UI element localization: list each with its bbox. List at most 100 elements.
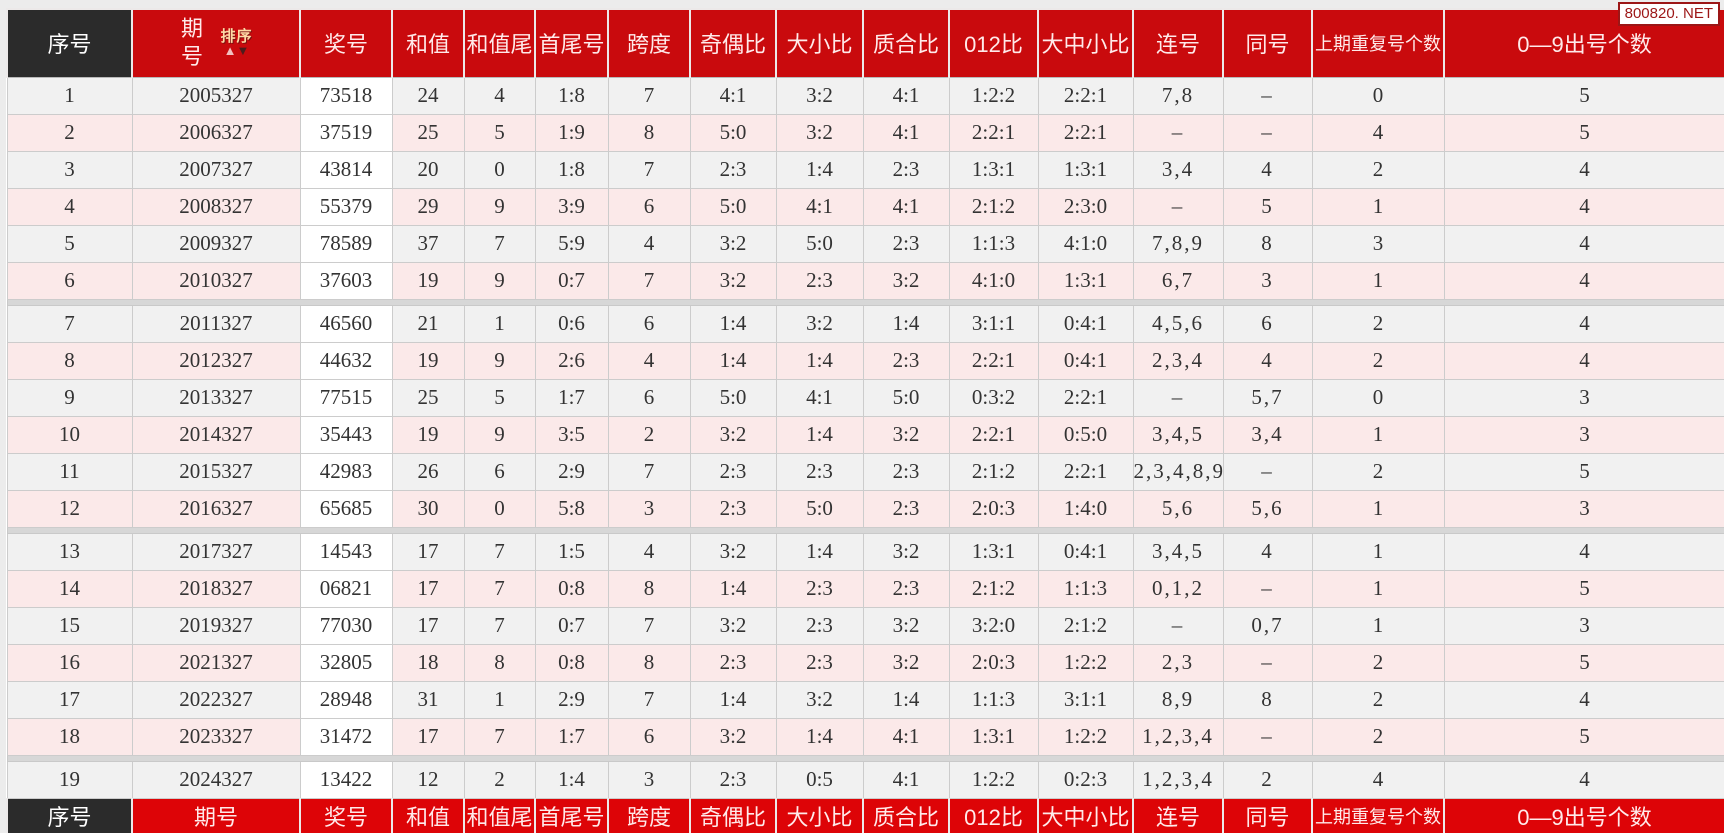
cell-hezhi: 31 xyxy=(391,680,465,719)
cell-qihao: 2019327 xyxy=(131,606,301,645)
cell-hezhiwei: 5 xyxy=(463,378,536,417)
cell-shangqichongfu: 2 xyxy=(1311,304,1445,343)
cell-jioubi: 3:2 xyxy=(689,224,777,263)
cell-jioubi: 4:1 xyxy=(689,76,777,115)
footer-zhihebi: 质合比 xyxy=(862,797,950,833)
cell-jianghao: 73518 xyxy=(299,76,393,115)
footer-jianghao: 奖号 xyxy=(299,797,393,833)
cell-bi012: 2:1:2 xyxy=(948,187,1039,226)
cell-shangqichongfu: 4 xyxy=(1311,113,1445,152)
cell-daxiaobi: 4:1 xyxy=(775,187,864,226)
cell-lianhao: 8,9 xyxy=(1132,680,1224,719)
cell-zhihebi: 2:3 xyxy=(862,569,950,608)
cell-tonghao: 5,6 xyxy=(1222,489,1313,528)
header-hezhiwei: 和值尾 xyxy=(463,8,536,78)
table-row: 1 2005327 73518 24 4 1:8 7 4:1 3:2 4:1 1:2:2 2:2:1 7… xyxy=(6,76,1724,115)
cell-shangqichongfu: 2 xyxy=(1311,643,1445,682)
table-row: 11 2015327 42983 26 6 2:9 7 2:3 2:3 2:3 2:1:2 2:2:1… xyxy=(6,452,1724,491)
cell-tonghao: 5 xyxy=(1222,187,1313,226)
sort-asc-icon[interactable]: ▲ xyxy=(223,42,237,58)
cell-hezhi: 21 xyxy=(391,304,465,343)
cell-shangqichongfu: 0 xyxy=(1311,378,1445,417)
cell-tonghao: 3,4 xyxy=(1222,415,1313,454)
cell-hezhiwei: 7 xyxy=(463,606,536,645)
header-shouweihao: 首尾号 xyxy=(534,8,609,78)
cell-daxiaobi: 1:4 xyxy=(775,532,864,571)
cell-jioubi: 3:2 xyxy=(689,532,777,571)
cell-dazhongxiaobi: 0:4:1 xyxy=(1037,304,1134,343)
table-row: 13 2017327 14543 17 7 1:5 4 3:2 1:4 3:2 1:3:1 0:4:1… xyxy=(6,532,1724,571)
cell-xuhao: 13 xyxy=(6,532,133,571)
cell-lianhao: 2,3 xyxy=(1132,643,1224,682)
cell-lianhao: 7,8 xyxy=(1132,76,1224,115)
cell-shangqichongfu: 2 xyxy=(1311,680,1445,719)
cell-dazhongxiaobi: 3:1:1 xyxy=(1037,680,1134,719)
cell-daxiaobi: 3:2 xyxy=(775,113,864,152)
cell-jianghao: 35443 xyxy=(299,415,393,454)
cell-bi012: 1:3:1 xyxy=(948,717,1039,756)
cell-shangqichongfu: 1 xyxy=(1311,606,1445,645)
cell-chuhaogeshu: 5 xyxy=(1443,113,1724,152)
footer-jioubi: 奇偶比 xyxy=(689,797,777,833)
cell-shouweihao: 0:7 xyxy=(534,261,609,300)
sort-label: 排序 xyxy=(220,27,253,45)
cell-hezhi: 19 xyxy=(391,341,465,380)
cell-hezhi: 20 xyxy=(391,150,465,189)
cell-chuhaogeshu: 3 xyxy=(1443,415,1724,454)
cell-jioubi: 3:2 xyxy=(689,606,777,645)
cell-jioubi: 2:3 xyxy=(689,150,777,189)
cell-kuadu: 7 xyxy=(607,606,691,645)
cell-zhihebi: 4:1 xyxy=(862,187,950,226)
cell-chuhaogeshu: 3 xyxy=(1443,489,1724,528)
cell-lianhao: 7,8,9 xyxy=(1132,224,1224,263)
cell-qihao: 2007327 xyxy=(131,150,301,189)
cell-jioubi: 5:0 xyxy=(689,378,777,417)
cell-jianghao: 42983 xyxy=(299,452,393,491)
cell-lianhao: 3,4 xyxy=(1132,150,1224,189)
table-row: 12 2016327 65685 30 0 5:8 3 2:3 5:0 2:3 2:0:3 1:4:0… xyxy=(6,489,1724,528)
cell-hezhiwei: 9 xyxy=(463,187,536,226)
cell-zhihebi: 3:2 xyxy=(862,532,950,571)
cell-lianhao: – xyxy=(1132,606,1224,645)
sort-desc-icon[interactable]: ▼ xyxy=(236,42,250,58)
cell-hezhiwei: 4 xyxy=(463,76,536,115)
cell-shouweihao: 1:7 xyxy=(534,378,609,417)
header-kuadu: 跨度 xyxy=(607,8,691,78)
header-zhihebi: 质合比 xyxy=(862,8,950,78)
cell-qihao: 2014327 xyxy=(131,415,301,454)
cell-shangqichongfu: 2 xyxy=(1311,717,1445,756)
sort-control[interactable]: 排序 ▲▼ xyxy=(220,27,253,58)
cell-kuadu: 7 xyxy=(607,76,691,115)
cell-tonghao: – xyxy=(1222,569,1313,608)
cell-jianghao: 28948 xyxy=(299,680,393,719)
cell-chuhaogeshu: 5 xyxy=(1443,569,1724,608)
cell-hezhiwei: 7 xyxy=(463,532,536,571)
cell-tonghao: 4 xyxy=(1222,341,1313,380)
cell-jioubi: 5:0 xyxy=(689,187,777,226)
cell-chuhaogeshu: 4 xyxy=(1443,532,1724,571)
table-row: 2 2006327 37519 25 5 1:9 8 5:0 3:2 4:1 2:2:1 2:2:1–… xyxy=(6,113,1724,152)
cell-lianhao: 2,3,4,8,9 xyxy=(1132,452,1224,491)
footer-xuhao: 序号 xyxy=(6,797,133,833)
cell-bi012: 4:1:0 xyxy=(948,261,1039,300)
cell-hezhiwei: 9 xyxy=(463,341,536,380)
footer-dazhongxiaobi: 大中小比 xyxy=(1037,797,1134,833)
cell-bi012: 1:2:2 xyxy=(948,760,1039,799)
cell-shouweihao: 0:6 xyxy=(534,304,609,343)
footer-bi012: 012比 xyxy=(948,797,1039,833)
table-body: 1 2005327 73518 24 4 1:8 7 4:1 3:2 4:1 1:2:2 2:2:1 7… xyxy=(6,76,1724,799)
cell-zhihebi: 2:3 xyxy=(862,489,950,528)
cell-hezhi: 18 xyxy=(391,643,465,682)
footer-daxiaobi: 大小比 xyxy=(775,797,864,833)
cell-qihao: 2021327 xyxy=(131,643,301,682)
cell-chuhaogeshu: 3 xyxy=(1443,378,1724,417)
cell-xuhao: 12 xyxy=(6,489,133,528)
cell-qihao: 2008327 xyxy=(131,187,301,226)
footer-hezhiwei: 和值尾 xyxy=(463,797,536,833)
cell-xuhao: 2 xyxy=(6,113,133,152)
cell-bi012: 2:1:2 xyxy=(948,452,1039,491)
cell-kuadu: 6 xyxy=(607,187,691,226)
cell-jianghao: 06821 xyxy=(299,569,393,608)
cell-hezhiwei: 7 xyxy=(463,569,536,608)
